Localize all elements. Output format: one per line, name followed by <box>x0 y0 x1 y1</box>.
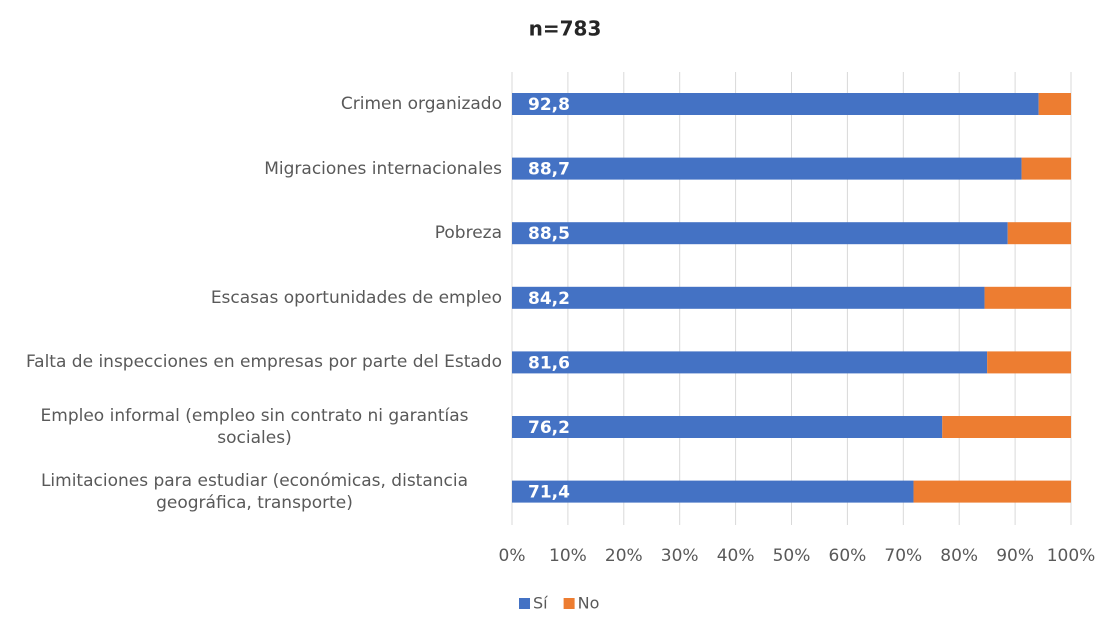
data-label: 92,8 <box>528 95 570 115</box>
category-text: Escasas oportunidades de empleo <box>210 287 502 308</box>
bar-segment <box>512 222 1008 245</box>
x-tick-label: 30% <box>661 546 699 566</box>
x-tick-label: 80% <box>940 546 978 566</box>
bar-segment <box>942 416 1071 438</box>
data-label: 76,2 <box>528 418 570 438</box>
legend-swatch <box>563 598 575 609</box>
legend-swatch <box>519 598 530 609</box>
data-label: 84,2 <box>528 289 570 309</box>
category-text: Migraciones internacionales <box>264 158 502 179</box>
bar-segment <box>512 480 914 503</box>
bar-segment <box>913 480 1071 503</box>
x-tick-label: 20% <box>605 546 643 566</box>
y-tick-label: Falta de inspecciones en empresas por pa… <box>7 351 502 373</box>
x-tick-label: 60% <box>829 546 867 566</box>
bar-segment <box>512 93 1039 115</box>
category-text: Crimen organizado <box>340 94 502 114</box>
x-tick-label: 100% <box>1047 546 1096 566</box>
y-tick-label: Pobreza <box>7 222 502 244</box>
data-label: 88,7 <box>528 160 570 180</box>
category-text: Pobreza <box>434 223 502 244</box>
y-tick-label: Limitaciones para estudiar (económicas, … <box>7 470 502 514</box>
bar-segment <box>987 351 1071 374</box>
x-tick-label: 40% <box>717 546 755 566</box>
y-tick-label: Migraciones internacionales <box>7 158 502 180</box>
y-tick-label: Crimen organizado <box>7 93 502 115</box>
x-tick-label: 70% <box>884 546 922 566</box>
legend-label: Sí <box>533 594 548 613</box>
bar-segment <box>1038 93 1071 115</box>
category-text: Empleo informal (empleo sin contrato ni … <box>40 406 469 448</box>
legend-label: No <box>578 594 600 613</box>
data-label: 71,4 <box>528 483 570 503</box>
y-tick-label: Escasas oportunidades de empleo <box>7 287 502 309</box>
data-label: 81,6 <box>528 353 570 373</box>
category-text: Falta de inspecciones en empresas por pa… <box>25 352 502 373</box>
bar-segment <box>1007 222 1071 245</box>
bar-segment <box>512 351 988 374</box>
bar-segment <box>984 286 1071 309</box>
y-tick-label: Empleo informal (empleo sin contrato ni … <box>7 405 502 449</box>
x-tick-label: 10% <box>549 546 587 566</box>
bar-segment <box>512 286 985 309</box>
bar-segment <box>1021 157 1071 180</box>
bar-segment <box>512 157 1022 180</box>
category-text: Limitaciones para estudiar (económicas, … <box>40 470 469 513</box>
bar-segment <box>512 416 943 438</box>
x-tick-label: 90% <box>996 546 1034 566</box>
x-tick-label: 0% <box>499 546 526 566</box>
x-tick-label: 50% <box>773 546 811 566</box>
chart-title: n=783 <box>529 17 602 41</box>
data-label: 88,5 <box>528 224 570 244</box>
